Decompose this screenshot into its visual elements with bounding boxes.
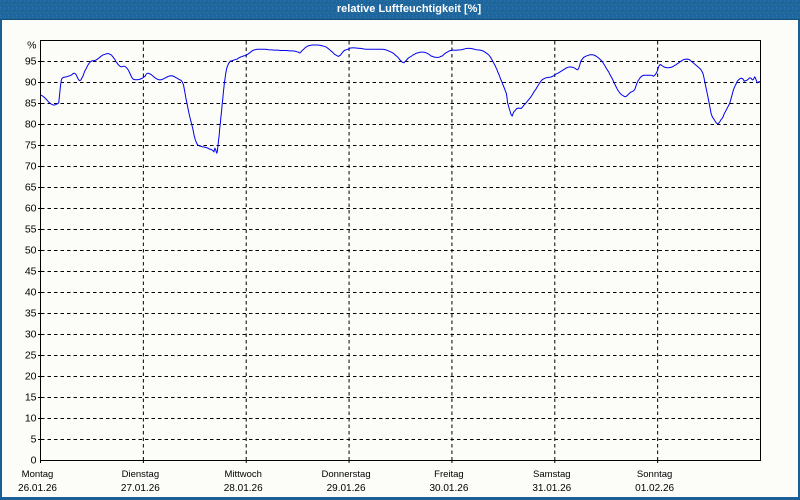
svg-text:relative Luftfeuchtigkeit [%]: relative Luftfeuchtigkeit [%] bbox=[337, 3, 482, 15]
svg-text:60: 60 bbox=[25, 203, 37, 215]
svg-text:90: 90 bbox=[25, 77, 37, 89]
svg-text:Sonntag: Sonntag bbox=[637, 469, 672, 480]
svg-text:0: 0 bbox=[31, 455, 37, 467]
svg-text:27.01.26: 27.01.26 bbox=[121, 483, 160, 494]
svg-text:50: 50 bbox=[25, 245, 37, 257]
svg-text:26.01.26: 26.01.26 bbox=[18, 483, 57, 494]
svg-text:Montag: Montag bbox=[22, 469, 54, 480]
svg-text:35: 35 bbox=[25, 308, 37, 320]
svg-text:Freitag: Freitag bbox=[434, 469, 464, 480]
svg-text:65: 65 bbox=[25, 182, 37, 194]
svg-text:30.01.26: 30.01.26 bbox=[429, 483, 468, 494]
svg-text:70: 70 bbox=[25, 161, 37, 173]
svg-text:45: 45 bbox=[25, 266, 37, 278]
svg-text:10: 10 bbox=[25, 413, 37, 425]
svg-text:95: 95 bbox=[25, 56, 37, 68]
svg-text:Donnerstag: Donnerstag bbox=[322, 469, 371, 480]
svg-text:%: % bbox=[27, 40, 36, 52]
svg-text:20: 20 bbox=[25, 371, 37, 383]
svg-text:85: 85 bbox=[25, 98, 37, 110]
svg-text:01.02.26: 01.02.26 bbox=[635, 483, 674, 494]
svg-text:31.01.26: 31.01.26 bbox=[532, 483, 571, 494]
svg-text:75: 75 bbox=[25, 140, 37, 152]
svg-text:30: 30 bbox=[25, 329, 37, 341]
svg-text:40: 40 bbox=[25, 287, 37, 299]
svg-text:15: 15 bbox=[25, 392, 37, 404]
svg-text:5: 5 bbox=[31, 434, 37, 446]
svg-text:25: 25 bbox=[25, 350, 37, 362]
svg-text:28.01.26: 28.01.26 bbox=[224, 483, 263, 494]
svg-text:80: 80 bbox=[25, 119, 37, 131]
svg-text:29.01.26: 29.01.26 bbox=[327, 483, 366, 494]
svg-text:Samstag: Samstag bbox=[533, 469, 571, 480]
svg-text:Mittwoch: Mittwoch bbox=[224, 469, 261, 480]
svg-text:55: 55 bbox=[25, 224, 37, 236]
svg-text:Dienstag: Dienstag bbox=[122, 469, 160, 480]
